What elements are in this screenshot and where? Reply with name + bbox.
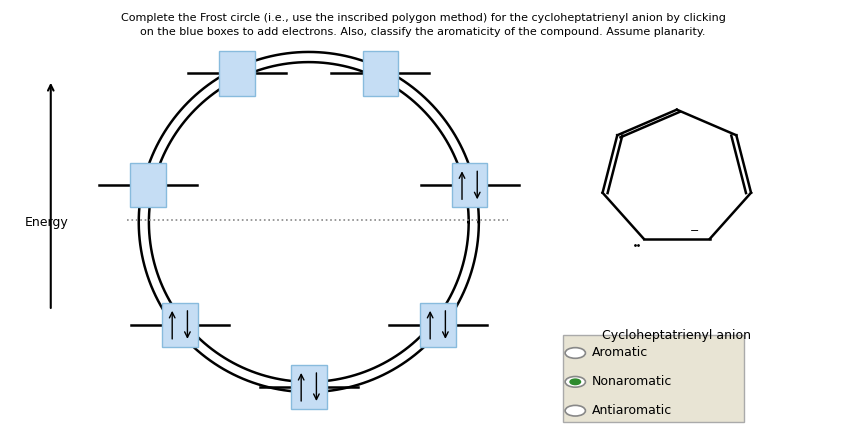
Circle shape <box>565 377 585 387</box>
Text: Antiaromatic: Antiaromatic <box>592 404 673 417</box>
FancyBboxPatch shape <box>363 51 398 95</box>
Circle shape <box>565 348 585 358</box>
Text: Complete the Frost circle (i.e., use the inscribed polygon method) for the cyclo: Complete the Frost circle (i.e., use the… <box>121 13 725 36</box>
Text: Nonaromatic: Nonaromatic <box>592 375 673 388</box>
Circle shape <box>565 405 585 416</box>
Text: −: − <box>690 226 700 236</box>
Text: Energy: Energy <box>25 215 69 229</box>
FancyBboxPatch shape <box>219 51 255 95</box>
FancyBboxPatch shape <box>563 335 744 422</box>
Circle shape <box>570 379 580 385</box>
FancyBboxPatch shape <box>452 163 487 207</box>
FancyBboxPatch shape <box>420 303 455 347</box>
Text: Cycloheptatrienyl anion: Cycloheptatrienyl anion <box>602 329 751 341</box>
FancyBboxPatch shape <box>291 365 327 409</box>
FancyBboxPatch shape <box>130 163 166 207</box>
Text: Aromatic: Aromatic <box>592 346 648 360</box>
FancyBboxPatch shape <box>162 303 198 347</box>
